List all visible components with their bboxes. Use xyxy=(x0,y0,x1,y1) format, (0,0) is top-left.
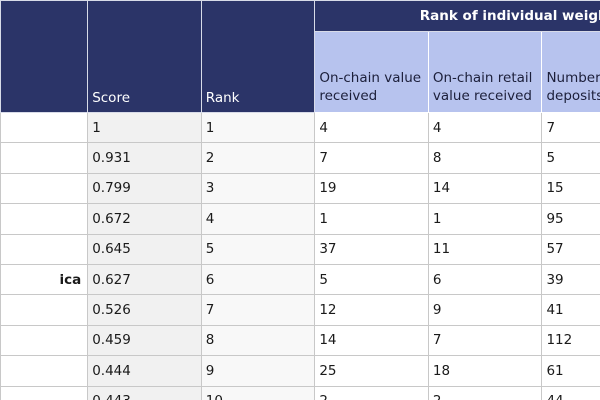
table-row: 0.931 2 7 8 5 xyxy=(0,142,600,174)
cell-country: ica xyxy=(0,263,89,296)
cell-metric-3: 44 xyxy=(541,385,600,400)
cell-metric-3: 57 xyxy=(541,233,600,265)
cell-metric-2: 1 xyxy=(427,203,543,235)
cell-metric-1: 1 xyxy=(314,203,429,235)
cell-metric-2: 6 xyxy=(427,263,543,296)
cell-metric-2: 14 xyxy=(427,172,543,205)
table-row: 0.645 5 37 11 57 xyxy=(0,233,600,265)
cell-metric-3: 7 xyxy=(541,111,600,144)
cell-score: 0.443 xyxy=(87,385,202,400)
cell-metric-1: 25 xyxy=(314,355,429,387)
cell-metric-3: 61 xyxy=(541,355,600,387)
table-row: 0.444 9 25 18 61 xyxy=(0,355,600,387)
cell-rank: 3 xyxy=(200,172,316,205)
cell-rank: 7 xyxy=(200,294,316,326)
cell-country xyxy=(0,203,89,235)
table-row: 0.526 7 12 9 41 xyxy=(0,294,600,326)
cell-score: 0.799 xyxy=(87,172,202,205)
cell-rank: 1 xyxy=(200,111,316,144)
cell-score: 0.526 xyxy=(87,294,202,326)
cell-country xyxy=(0,111,89,144)
table-row: 0.672 4 1 1 95 xyxy=(0,203,600,235)
cell-metric-2: 2 xyxy=(427,385,543,400)
cell-country xyxy=(0,172,89,205)
cell-metric-2: 8 xyxy=(427,142,543,174)
header-group-weighted-metrics: Rank of individual weighted metrics xyxy=(314,0,600,32)
cell-metric-3: 39 xyxy=(541,263,600,296)
cell-country xyxy=(0,142,89,174)
cell-metric-2: 4 xyxy=(427,111,543,144)
cell-rank: 9 xyxy=(200,355,316,387)
cell-country xyxy=(0,324,89,357)
header-score: Score xyxy=(87,0,202,113)
header-metric-2: On-chain retail value received xyxy=(427,31,543,113)
header-metric-1: On-chain value received xyxy=(314,31,429,113)
cell-score: 0.672 xyxy=(87,203,202,235)
cell-score: 0.931 xyxy=(87,142,202,174)
cell-metric-2: 18 xyxy=(427,355,543,387)
cell-metric-1: 12 xyxy=(314,294,429,326)
header-rank: Rank xyxy=(200,0,316,113)
cell-metric-2: 9 xyxy=(427,294,543,326)
cell-rank: 6 xyxy=(200,263,316,296)
header-country xyxy=(0,0,89,113)
cell-metric-2: 7 xyxy=(427,324,543,357)
cell-rank: 4 xyxy=(200,203,316,235)
table-row: 0.799 3 19 14 15 xyxy=(0,172,600,205)
cell-metric-1: 37 xyxy=(314,233,429,265)
table-row: ica 0.627 6 5 6 39 xyxy=(0,263,600,296)
cell-country xyxy=(0,294,89,326)
cell-score: 0.444 xyxy=(87,355,202,387)
cell-metric-1: 7 xyxy=(314,142,429,174)
cell-score: 1 xyxy=(87,111,202,144)
cell-rank: 10 xyxy=(200,385,316,400)
cell-metric-3: 112 xyxy=(541,324,600,357)
cell-metric-2: 11 xyxy=(427,233,543,265)
cell-metric-3: 95 xyxy=(541,203,600,235)
cell-rank: 5 xyxy=(200,233,316,265)
cell-country xyxy=(0,385,89,400)
cell-score: 0.627 xyxy=(87,263,202,296)
cell-metric-1: 14 xyxy=(314,324,429,357)
cell-metric-3: 15 xyxy=(541,172,600,205)
cell-metric-1: 19 xyxy=(314,172,429,205)
cell-metric-1: 2 xyxy=(314,385,429,400)
header-metric-3: Number of on-chain deposits xyxy=(541,31,600,113)
cell-score: 0.459 xyxy=(87,324,202,357)
cell-rank: 8 xyxy=(200,324,316,357)
table-row: 0.443102244 xyxy=(0,385,600,400)
table-row: 0.459 8 14 7 112 xyxy=(0,324,600,357)
cell-country xyxy=(0,355,89,387)
cell-rank: 2 xyxy=(200,142,316,174)
cell-metric-1: 5 xyxy=(314,263,429,296)
cell-score: 0.645 xyxy=(87,233,202,265)
cell-country xyxy=(0,233,89,265)
cell-metric-3: 41 xyxy=(541,294,600,326)
cell-metric-1: 4 xyxy=(314,111,429,144)
cell-metric-3: 5 xyxy=(541,142,600,174)
